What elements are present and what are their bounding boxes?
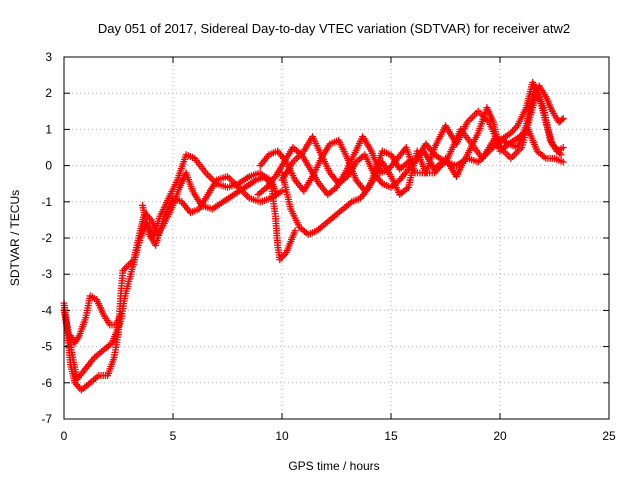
y-tick-label: -6 [41, 376, 52, 390]
data-point [558, 116, 566, 124]
series-track-2 [60, 151, 299, 383]
x-tick-label: 5 [170, 429, 177, 443]
data-point [117, 310, 125, 318]
data-point [278, 187, 286, 195]
x-tick-label: 25 [602, 429, 616, 443]
y-axis-label: SDTVAR / TECUs [8, 190, 22, 286]
series-track-7 [254, 125, 567, 199]
y-tick-label: -1 [41, 195, 52, 209]
y-tick-label: 3 [45, 50, 52, 64]
y-tick-label: 1 [45, 122, 52, 136]
y-tick-label: -5 [41, 340, 52, 354]
data-point [559, 144, 567, 151]
chart-title: Day 051 of 2017, Sidereal Day-to-day VTE… [98, 21, 570, 36]
y-tick-label: -2 [41, 231, 52, 245]
grid [64, 57, 609, 419]
y-tick-label: 0 [45, 159, 52, 173]
y-tick-label: -3 [41, 267, 52, 281]
series-track-3 [67, 172, 286, 347]
plot-frame [63, 56, 610, 420]
data-point [559, 158, 567, 166]
y-tick-label: -7 [41, 412, 52, 426]
data-points [60, 78, 567, 394]
y-tick-label: 2 [45, 86, 52, 100]
x-axis-label: GPS time / hours [288, 459, 379, 473]
x-tick-label: 15 [384, 429, 398, 443]
x-tick-label: 10 [275, 429, 289, 443]
x-tick-label: 0 [61, 429, 68, 443]
y-tick-label: -4 [41, 303, 52, 317]
data-point [291, 227, 299, 235]
x-tick-label: 20 [493, 429, 507, 443]
data-point [559, 115, 567, 123]
data-point [557, 151, 565, 159]
